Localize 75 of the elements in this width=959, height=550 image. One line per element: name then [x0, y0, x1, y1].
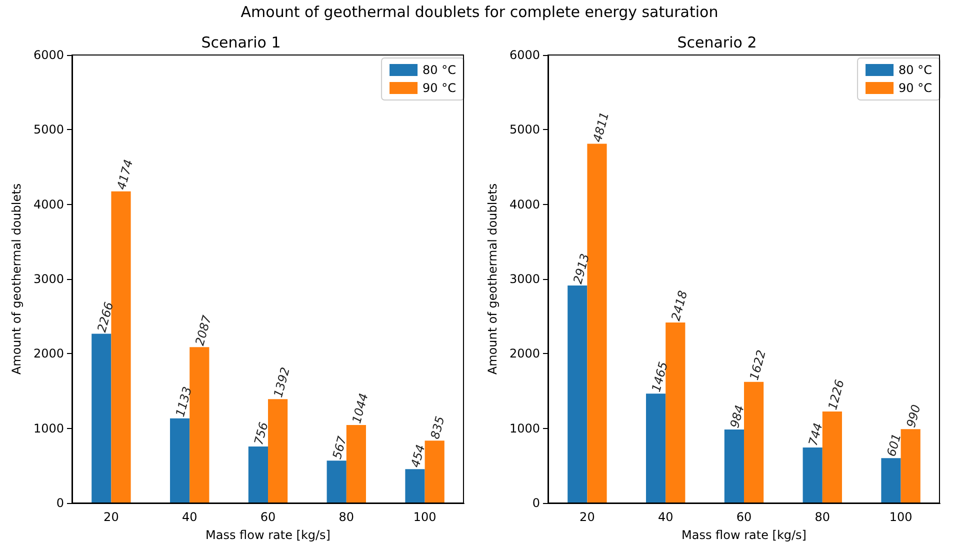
x-tick-label: 20: [104, 510, 119, 524]
bar: [586, 144, 606, 503]
bar: [567, 285, 587, 503]
bar: [744, 382, 764, 503]
data-label: 1622: [746, 348, 768, 382]
bar: [346, 425, 366, 503]
data-label: 984: [726, 404, 746, 430]
y-tick-label: 6000: [508, 48, 540, 62]
data-label: 756: [251, 420, 271, 446]
x-tick-label: 20: [579, 510, 594, 524]
x-tick-label: 80: [814, 510, 830, 524]
y-tick-label: 1000: [508, 421, 540, 436]
bar: [190, 347, 210, 503]
text: Amount of geothermal doublets for complete energy saturation: [240, 3, 720, 21]
data-label: 601: [884, 432, 904, 458]
data-label: 2266: [94, 300, 116, 334]
data-label: 4174: [114, 158, 136, 192]
y-tick-label: 0: [532, 496, 540, 510]
data-label: 1133: [173, 385, 194, 418]
x-tick-label: 40: [182, 510, 198, 524]
bar: [900, 429, 920, 503]
data-label: 2418: [668, 288, 690, 322]
legend-label: 90 °C: [898, 81, 932, 95]
bar: [248, 446, 268, 503]
bar: [724, 430, 744, 503]
y-tick-label: 5000: [508, 122, 540, 137]
bar: [646, 394, 666, 503]
bar: [665, 322, 685, 503]
data-label: 744: [805, 422, 825, 448]
y-tick-label: 3000: [33, 272, 64, 286]
y-axis-title: Amount of geothermal doublets: [10, 183, 24, 375]
bar: [880, 458, 900, 503]
x-tick-label: 60: [260, 510, 276, 524]
data-label: 1226: [824, 378, 846, 412]
bar: [822, 411, 842, 503]
data-label: 2087: [192, 314, 214, 347]
y-tick-label: 1000: [33, 421, 64, 436]
x-axis-title: Mass flow rate [kg/s]: [681, 528, 806, 542]
y-tick-label: 4000: [33, 197, 64, 212]
chart-title: Scenario 1: [201, 34, 281, 52]
bar: [802, 447, 822, 503]
legend-label: 90 °C: [422, 81, 456, 95]
x-tick-label: 60: [736, 510, 752, 524]
bar: [424, 440, 444, 503]
x-axis-title: Mass flow rate [kg/s]: [206, 528, 330, 542]
chart-title: Scenario 2: [676, 34, 756, 52]
bar: [326, 460, 346, 503]
y-tick-label: 2000: [508, 346, 540, 361]
y-tick-label: 2000: [33, 346, 64, 361]
data-label: 2913: [570, 252, 592, 286]
data-label: 567: [330, 434, 350, 460]
bar: [405, 469, 425, 503]
bar: [92, 334, 112, 503]
x-tick-label: 100: [413, 510, 436, 524]
legend-label: 80 °C: [898, 63, 932, 77]
y-tick-label: 6000: [33, 48, 64, 62]
y-tick-label: 4000: [508, 197, 540, 212]
bar: [268, 399, 288, 503]
bar: [170, 418, 190, 503]
data-label: 454: [408, 443, 428, 469]
data-label: 4811: [590, 110, 612, 144]
bar: [111, 191, 131, 503]
x-tick-label: 40: [657, 510, 673, 524]
x-tick-label: 80: [338, 510, 354, 524]
data-label: 990: [903, 402, 923, 429]
y-tick-label: 5000: [33, 122, 64, 137]
y-tick-label: 3000: [508, 272, 540, 286]
data-label: 1044: [349, 392, 371, 425]
data-label: 1392: [271, 366, 292, 399]
legend-label: 80 °C: [422, 63, 456, 77]
data-label: 835: [428, 414, 448, 440]
data-label: 1465: [648, 360, 670, 394]
x-tick-label: 100: [888, 510, 912, 524]
y-tick-label: 0: [56, 496, 64, 510]
y-axis-title: Amount of geothermal doublets: [485, 183, 500, 375]
